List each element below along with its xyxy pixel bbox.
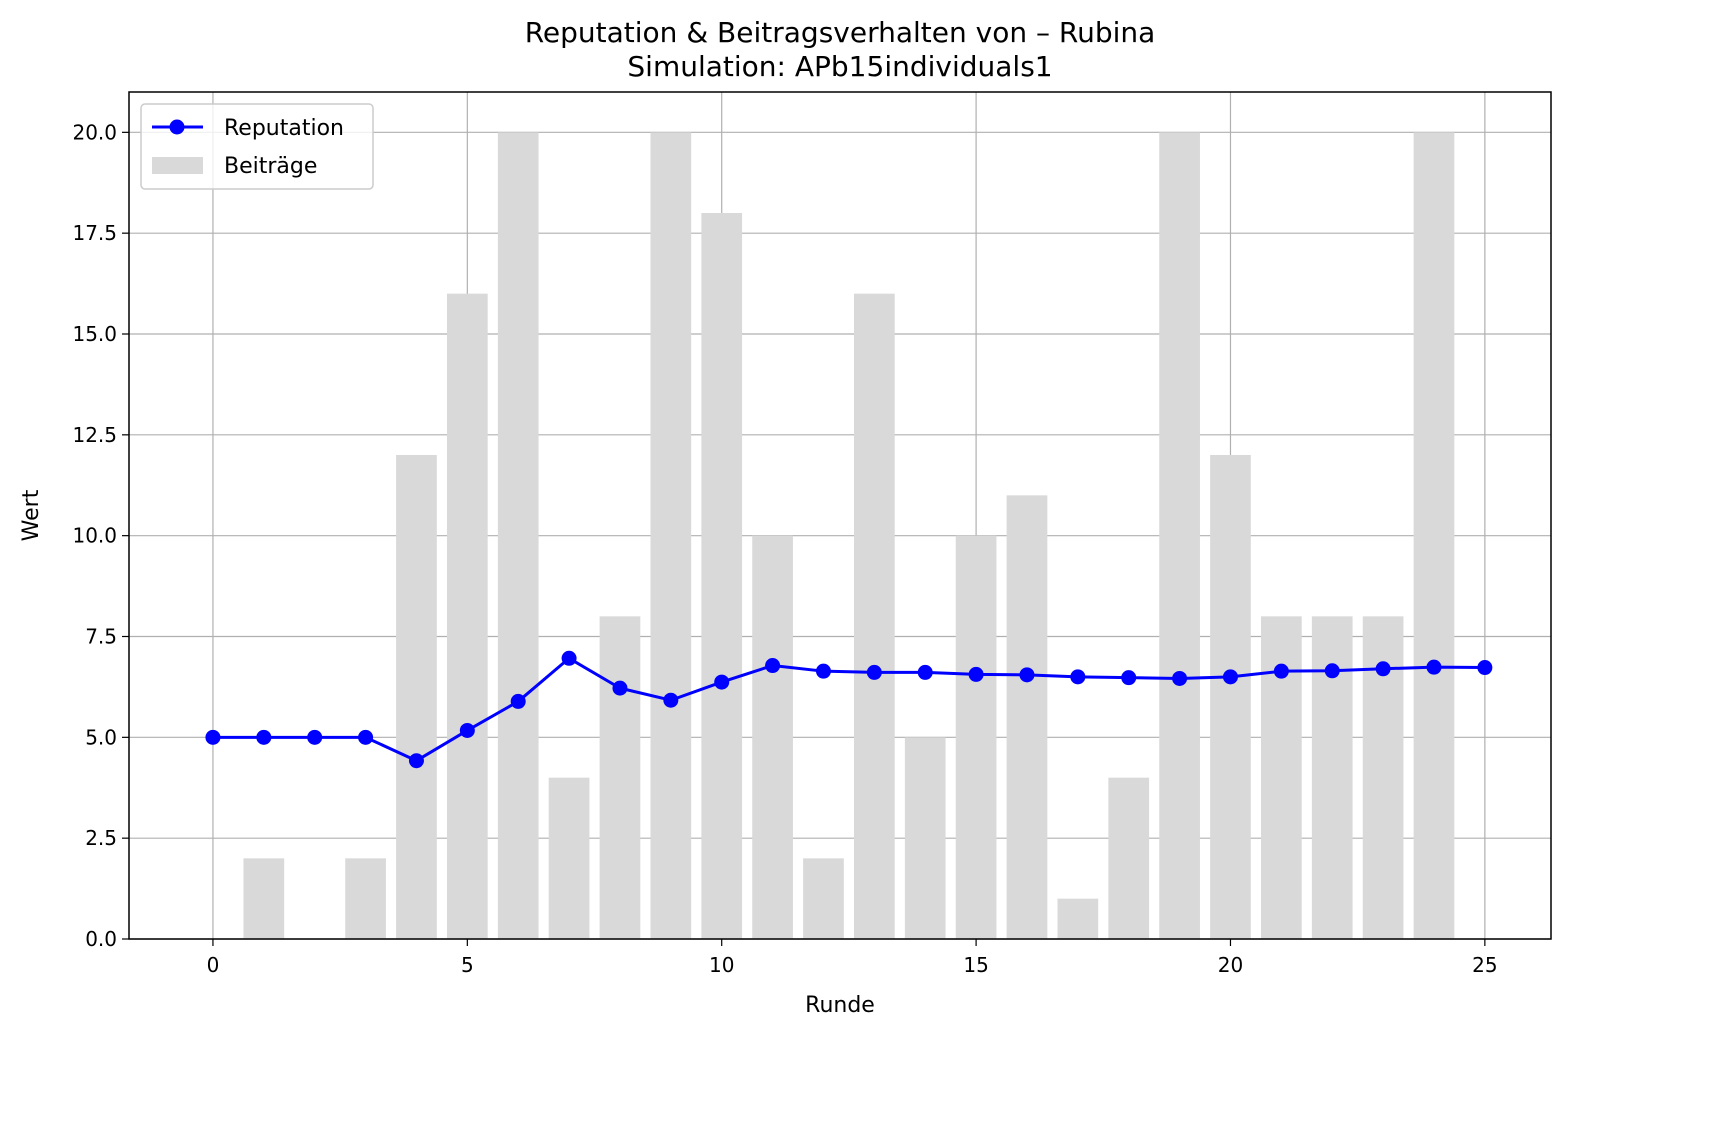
bar — [904, 737, 946, 939]
bar — [1057, 898, 1099, 939]
reputation-point — [612, 680, 628, 696]
y-axis-title: Wert — [19, 489, 44, 541]
reputation-point — [1375, 661, 1391, 677]
bar — [853, 293, 895, 940]
y-axis: 0.0 2.5 5.0 7.5 10.0 12.5 15.0 17.5 20.0 — [72, 120, 129, 951]
bar — [548, 777, 590, 939]
reputation-line — [212, 656, 1485, 763]
reputation-point — [1273, 663, 1289, 679]
reputation-point — [1172, 670, 1188, 686]
y-tick-label: 2.5 — [85, 826, 117, 850]
y-tick-label: 0.0 — [85, 927, 117, 951]
legend-beitraege-swatch — [152, 157, 203, 174]
reputation-point — [307, 729, 323, 745]
bar — [1159, 132, 1200, 940]
legend-label-beitraege: Beiträge — [224, 154, 317, 179]
reputation-point — [968, 666, 984, 682]
reputation-point — [459, 722, 475, 738]
reputation-point — [815, 663, 831, 679]
bar — [1006, 495, 1048, 939]
x-tick-label: 15 — [963, 953, 988, 977]
legend-label-reputation: Reputation — [224, 116, 344, 141]
y-tick-label: 12.5 — [72, 423, 117, 447]
reputation-point — [1121, 670, 1137, 686]
bar — [446, 293, 488, 940]
legend-reputation-marker — [169, 119, 185, 135]
bar — [243, 858, 285, 939]
reputation-point — [663, 692, 679, 708]
y-tick-label: 7.5 — [85, 625, 117, 649]
bar — [599, 616, 641, 939]
reputation-point — [765, 658, 781, 674]
reputation-point — [1070, 669, 1086, 685]
bar — [752, 535, 793, 939]
reputation-point — [1222, 669, 1238, 685]
bar — [497, 132, 539, 940]
reputation-point — [561, 650, 577, 666]
x-axis: 0 5 10 15 20 25 — [207, 939, 1498, 977]
x-tick-label: 20 — [1218, 953, 1243, 977]
reputation-point — [256, 729, 272, 745]
bar — [955, 535, 997, 939]
bar-series — [243, 132, 1455, 940]
x-tick-label: 25 — [1472, 953, 1497, 977]
bar — [1413, 132, 1455, 940]
reputation-point — [714, 674, 730, 690]
bar — [803, 858, 844, 939]
chart-title: Reputation & Beitragsverhalten von – Rub… — [525, 16, 1156, 49]
reputation-point — [1019, 667, 1035, 683]
x-tick-label: 0 — [207, 953, 220, 977]
bar — [1210, 455, 1251, 939]
reputation-point — [408, 753, 424, 769]
reputation-point — [510, 693, 526, 709]
y-tick-label: 10.0 — [72, 524, 117, 548]
bar — [345, 858, 386, 939]
reputation-point — [1324, 663, 1340, 679]
y-tick-label: 17.5 — [72, 221, 117, 245]
x-tick-label: 10 — [709, 953, 734, 977]
bar — [1108, 777, 1150, 939]
y-tick-label: 15.0 — [72, 322, 117, 346]
bar — [396, 455, 437, 939]
reputation-point — [358, 729, 374, 745]
reputation-point — [866, 664, 882, 680]
reputation-point — [917, 664, 933, 680]
x-axis-title: Runde — [805, 993, 875, 1018]
y-tick-label: 5.0 — [85, 725, 117, 749]
reputation-point — [205, 729, 221, 745]
reputation-point — [1426, 659, 1442, 675]
legend: Reputation Beiträge — [140, 103, 374, 190]
plot-frame — [128, 91, 1552, 940]
reputation-point — [1477, 660, 1493, 676]
y-tick-label: 20.0 — [72, 120, 117, 144]
x-tick-label: 5 — [461, 953, 474, 977]
bar — [701, 213, 743, 939]
bar — [650, 132, 692, 940]
line-series — [205, 650, 1493, 769]
chart-subtitle: Simulation: APb15individuals1 — [627, 50, 1052, 83]
